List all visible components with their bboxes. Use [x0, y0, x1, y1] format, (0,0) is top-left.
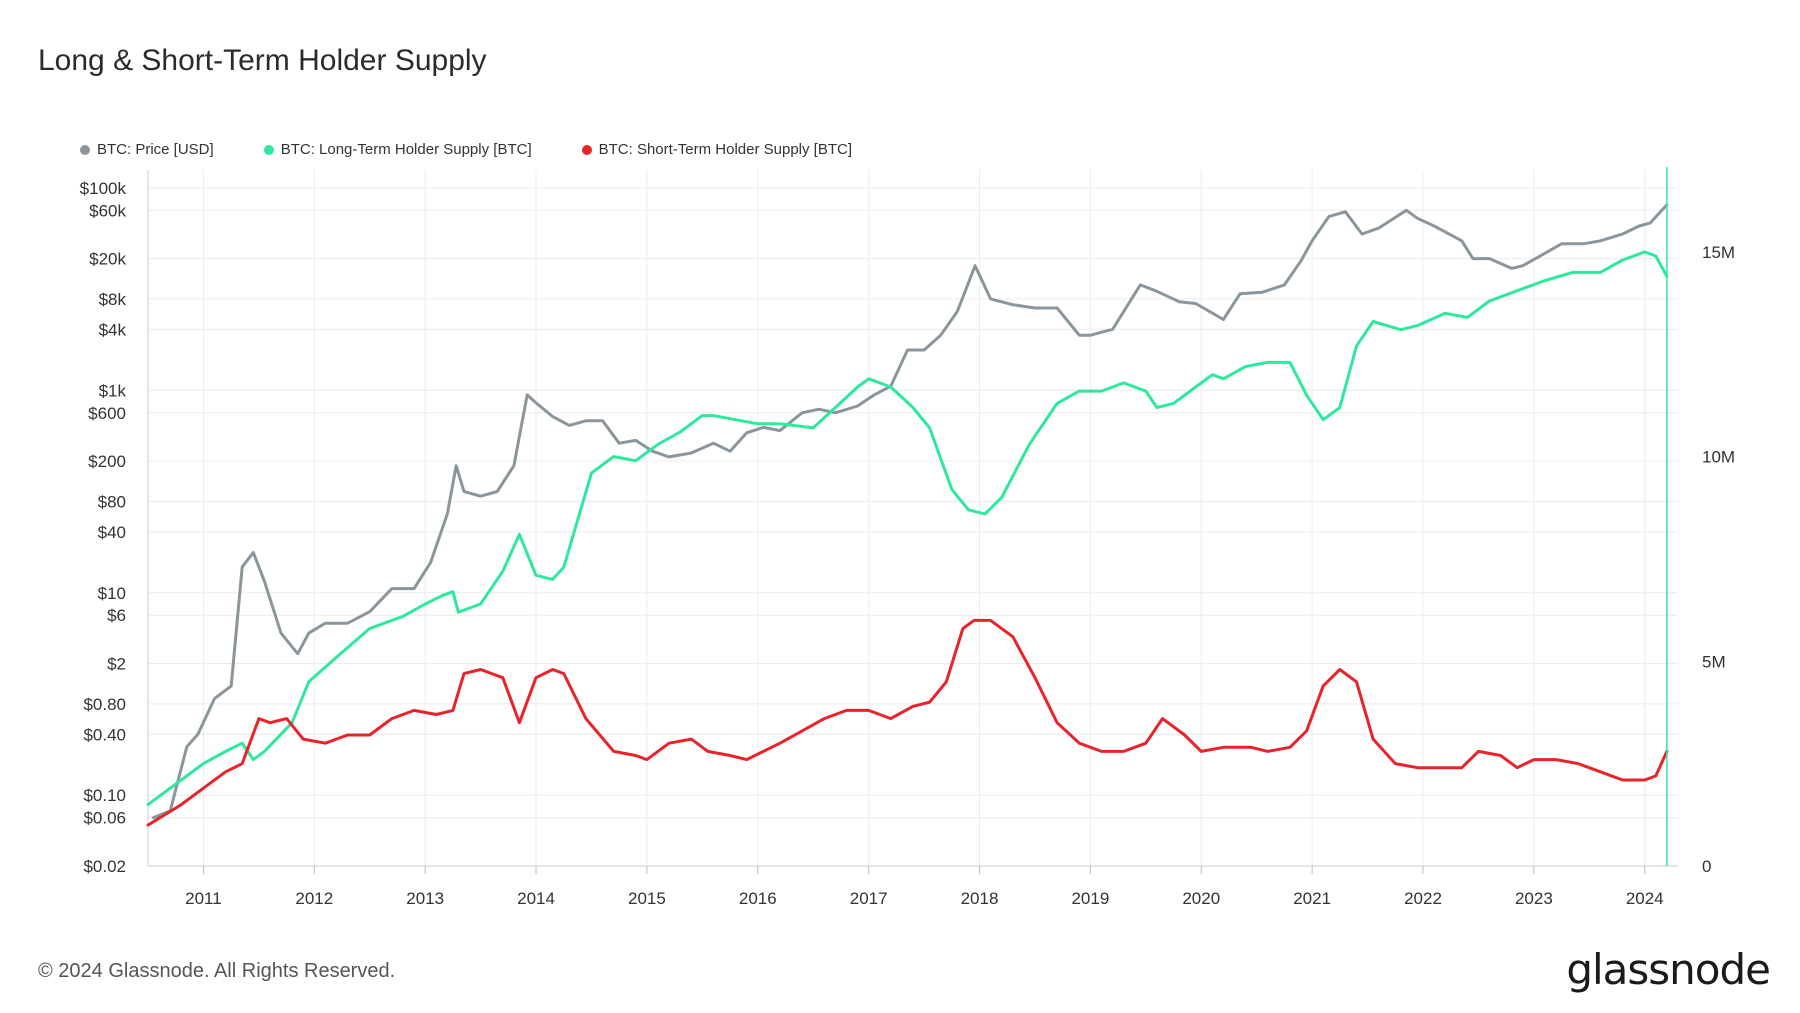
short-term-holder-line	[146, 618, 1669, 827]
x-tick-label-2012: 2012	[295, 889, 333, 908]
x-tick-label-2020: 2020	[1182, 889, 1220, 908]
x-tick-label-2011: 2011	[185, 889, 222, 908]
x-tick-label-2016: 2016	[739, 889, 777, 908]
legend-dot-sth-icon	[581, 144, 592, 155]
y-left-tick-label: $0.40	[83, 725, 126, 744]
y-left-tick-label: $0.06	[83, 809, 126, 828]
legend-label-sth: BTC: Short-Term Holder Supply [BTC]	[598, 141, 853, 158]
x-tick-label-2019: 2019	[1071, 889, 1109, 908]
y-left-tick-label: $20k	[89, 250, 126, 269]
y-left-tick-label: $200	[88, 452, 126, 471]
legend-label-price: BTC: Price [USD]	[97, 141, 214, 158]
y-left-tick-label: $100k	[80, 179, 127, 198]
y-left-tick-label: $2	[107, 655, 126, 674]
x-tick-label-2015: 2015	[628, 889, 666, 908]
y-left-tick-label: $1k	[99, 381, 127, 400]
x-tick-label-2018: 2018	[961, 889, 999, 908]
x-tick-label-2014: 2014	[517, 889, 555, 908]
legend-label-lth: BTC: Long-Term Holder Supply [BTC]	[280, 141, 532, 158]
y-left-tick-label: $4k	[99, 320, 127, 339]
legend-item-price[interactable]: BTC: Price [USD]	[80, 141, 214, 158]
y-right-tick-label: 5M	[1702, 652, 1726, 671]
x-tick-label-2017: 2017	[850, 889, 888, 908]
x-tick-label-2024: 2024	[1626, 889, 1664, 908]
y-left-tick-label: $6	[107, 606, 126, 625]
legend-item-sth[interactable]: BTC: Short-Term Holder Supply [BTC]	[581, 141, 853, 158]
y-left-tick-label: $40	[98, 523, 126, 542]
y-right-tick-label: 15M	[1702, 243, 1735, 262]
y-left-tick-label: $60k	[89, 201, 126, 220]
legend-item-lth[interactable]: BTC: Long-Term Holder Supply [BTC]	[263, 141, 532, 158]
x-tick-label-2022: 2022	[1404, 889, 1442, 908]
long-term-holder-line	[146, 250, 1669, 807]
y-left-tick-label: $10	[98, 584, 126, 603]
y-right-tick-label: 10M	[1702, 448, 1735, 467]
y-right-tick-label: 0	[1702, 857, 1711, 876]
y-left-tick-label: $0.10	[83, 786, 126, 805]
y-left-tick-label: $0.80	[83, 695, 126, 714]
x-tick-label-2023: 2023	[1515, 889, 1553, 908]
price-line	[152, 203, 1669, 820]
copyright-notice: © 2024 Glassnode. All Rights Reserved.	[38, 960, 396, 982]
y-left-tick-label: $80	[98, 492, 126, 511]
y-left-tick-label: $0.02	[83, 857, 126, 876]
chart-title: Long & Short-Term Holder Supply	[38, 44, 487, 77]
glassnode-logo: glassnode	[1566, 945, 1771, 994]
y-left-tick-label: $8k	[99, 290, 127, 309]
legend-dot-price-icon	[80, 144, 90, 155]
chart-legend: BTC: Price [USD] BTC: Long-Term Holder S…	[80, 141, 902, 158]
x-tick-label-2021: 2021	[1293, 889, 1331, 908]
y-left-tick-label: $600	[88, 404, 126, 423]
legend-dot-lth-icon	[263, 144, 274, 155]
x-tick-label-2013: 2013	[406, 889, 444, 908]
